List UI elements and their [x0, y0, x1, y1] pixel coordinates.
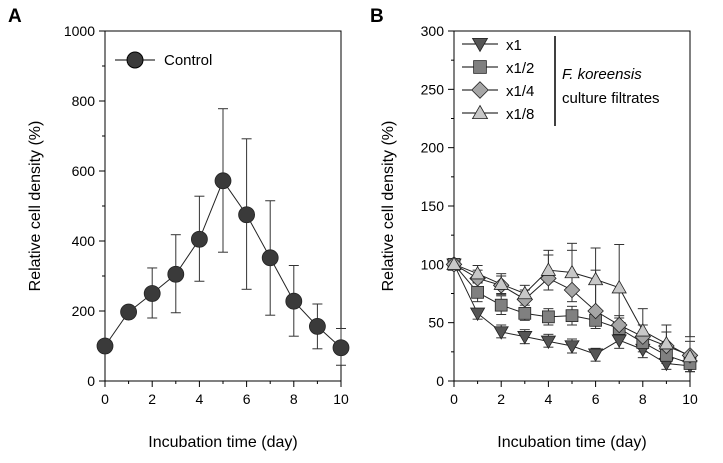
- panel-b-point-x1: [611, 334, 627, 348]
- panel-b-point-x1-2: [542, 310, 555, 324]
- panel-a-y-tick-label: 200: [72, 303, 96, 319]
- panel-a-y-tick-label: 0: [87, 373, 95, 389]
- panel-a-point-control: [332, 339, 350, 357]
- panel-b-x-tick-label: 4: [545, 391, 553, 407]
- panel-a-x-axis-label: Incubation time (day): [148, 434, 297, 451]
- panel-b-point-x1: [469, 307, 486, 322]
- panel-b-point-x1-8: [493, 276, 509, 290]
- panel-a-x-tick-label: 8: [290, 391, 298, 407]
- panel-a-point-control: [167, 265, 185, 283]
- panel-letter-b: B: [370, 6, 384, 27]
- panel-b-legend-marker-x1-8: [471, 104, 489, 120]
- panel-b-point-x1-8: [635, 323, 651, 337]
- panel-a-x-tick-label: 0: [101, 391, 109, 407]
- panel-a-legend: Control: [115, 51, 212, 69]
- panel-a-point-control: [285, 292, 303, 310]
- panel-b-x-tick-label: 10: [682, 391, 698, 407]
- panel-b-point-x1-2: [494, 298, 508, 312]
- panel-b-point-x1-4: [587, 302, 604, 320]
- panel-b-point-x1-2: [518, 306, 532, 320]
- panel-b-point-x1-4: [610, 316, 628, 334]
- panel-b-point-x1: [493, 326, 509, 340]
- panel-b-point-x1-8: [658, 335, 675, 350]
- panel-b-x-tick-label: 6: [592, 391, 600, 407]
- panel-b-point-x1-4: [563, 281, 581, 299]
- panel-b-x-tick-label: 0: [450, 391, 458, 407]
- panel-a-point-control: [214, 172, 232, 190]
- panel-b-plot-frame: [453, 30, 691, 382]
- panel-b-x-tick-label: 2: [497, 391, 505, 407]
- panel-b-point-x1-8: [611, 279, 627, 294]
- panel-b-point-x1: [540, 335, 557, 350]
- panel-a-legend-marker-circle: [126, 51, 144, 69]
- panel-b-y-tick-label: 0: [436, 373, 444, 389]
- panel-a-x-tick-label: 10: [333, 391, 349, 407]
- panel-a-y-tick-label: 600: [72, 163, 96, 179]
- panel-b-legend-note-filtrates: culture filtrates: [562, 90, 660, 107]
- panel-b-markers: [445, 256, 699, 374]
- panel-b-y-tick-label: 50: [428, 315, 444, 331]
- panel-b-point-x1-8: [587, 271, 604, 286]
- panel-a-point-control: [120, 303, 138, 321]
- panel-b-y-tick-label: 100: [421, 256, 445, 272]
- panel-b-legend: x1 x1/2 x1/4 x1/8 F. koreensis culture f…: [462, 36, 660, 126]
- panel-a-x-tick-label: 2: [148, 391, 156, 407]
- panel-a-markers: [96, 172, 350, 357]
- panel-b-y-tick-label: 300: [421, 23, 445, 39]
- panel-b-legend-marker-x1-4: [471, 81, 489, 99]
- panel-a-y-tick-label: 1000: [64, 23, 95, 39]
- panel-a-y-tick-label: 400: [72, 233, 96, 249]
- panel-b-legend-label-x1-8: x1/8: [506, 106, 534, 123]
- panel-a: A 0 2 4 6 8 10 0 200 400 600 800 1000 Incubation ti…: [8, 6, 350, 451]
- panel-a-ticks: 0 2 4 6 8 10 0 200 400 600 800 1000: [64, 23, 349, 407]
- panel-a-point-control: [238, 206, 256, 224]
- panel-letter-a: A: [8, 6, 22, 27]
- panel-a-point-control: [96, 337, 114, 355]
- panel-a-point-control: [190, 230, 208, 248]
- panel-b-y-tick-label: 250: [421, 81, 445, 97]
- panel-b-point-x1-8: [469, 265, 486, 280]
- panel-b-point-x1-8: [564, 264, 580, 279]
- panel-b-legend-label-x1: x1: [506, 37, 522, 54]
- panel-a-point-control: [143, 285, 161, 302]
- panel-b-point-x1-8: [446, 256, 462, 270]
- panel-a-x-tick-label: 4: [196, 391, 204, 407]
- panel-b-point-x1-2: [471, 285, 484, 299]
- panel-a-legend-label-control: Control: [164, 52, 212, 69]
- panel-b-y-tick-label: 150: [421, 198, 445, 214]
- panel-a-y-axis-label: Relative cell density (%): [27, 121, 44, 292]
- panel-b-point-x1-8: [517, 285, 533, 300]
- panel-b-point-x1: [564, 340, 580, 354]
- panel-b-legend-marker-x1: [471, 37, 489, 53]
- panel-b-x-axis-label: Incubation time (day): [497, 434, 646, 451]
- panel-b-point-x1-2: [565, 309, 579, 323]
- panel-b-legend-label-x1-4: x1/4: [506, 83, 534, 100]
- panel-a-point-control: [308, 317, 326, 335]
- panel-b-point-x1-8: [682, 348, 698, 363]
- panel-b-legend-marker-x1-2: [473, 60, 487, 74]
- panel-b-point-x1: [517, 331, 533, 345]
- panel-b-point-x1-8: [540, 262, 557, 276]
- panel-b-legend-label-x1-2: x1/2: [506, 60, 534, 77]
- panel-a-point-control: [261, 249, 279, 267]
- panel-b-y-tick-label: 200: [421, 140, 445, 156]
- panel-a-y-tick-label: 800: [72, 93, 96, 109]
- panel-b-point-x1: [587, 348, 604, 362]
- panel-b-legend-note-species: F. koreensis: [562, 66, 642, 83]
- panel-a-x-tick-label: 6: [243, 391, 251, 407]
- panel-b-y-axis-label: Relative cell density (%): [380, 121, 397, 292]
- panel-b-x-tick-label: 8: [639, 391, 647, 407]
